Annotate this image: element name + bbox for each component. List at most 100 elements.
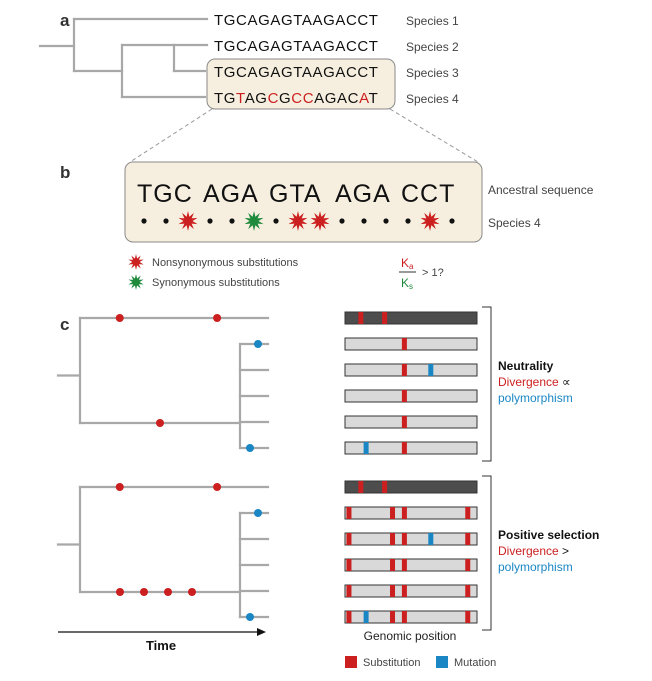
species-3-4-highlight [206,58,396,110]
genome-bar [344,441,478,455]
substitution-event [140,588,148,596]
species-3-label: Species 3 [406,66,459,80]
species-2-label: Species 2 [406,40,459,54]
sequence-segment: T [236,90,245,107]
scenario-title: Positive selection [498,528,599,542]
ancestral-genome [344,480,478,494]
substitution-mark [382,312,388,324]
site-dot [207,218,213,224]
mutation-mark [363,442,369,454]
panel-b-letter: b [60,163,70,182]
genome-bar [344,506,478,520]
site-dot [361,218,367,224]
site-dot [163,218,169,224]
substitution-mark [465,559,471,571]
species-3-sequence: TGCAGAGTAAGACCT [214,64,379,81]
codon-1: TGC [137,180,193,208]
genome-bar [344,389,478,403]
synonymous-star [244,211,264,231]
substitution-event [156,419,164,427]
scenario-line-1: Divergence > [498,544,569,558]
substitution-mark [465,533,471,545]
genome-legend: Substitution Mutation [345,656,496,669]
sequence-segment: C [268,90,279,107]
substitution-mark [401,585,407,597]
codon-3: GTA [269,180,322,208]
nonsynonymous-star-icon [128,254,144,270]
ratio-suffix: > 1? [422,267,444,279]
substitution-mark [346,559,352,571]
genome-bar [344,337,478,351]
genomic-position-label: Genomic position [364,629,457,643]
nonsynonymous-star [178,211,198,231]
species-4-sequence: TGTAGCGCCAGACAT [214,90,378,107]
mutation-event [246,444,254,452]
scenario-bracket [482,306,492,462]
species-4-label-b: Species 4 [488,216,541,230]
scenario-1: Neutrality Divergence ∝ polymorphism [56,306,573,462]
substitution-legend: Nonsynonymous substitutions Synonymous s… [128,254,299,290]
site-dot [339,218,345,224]
substitution-mark [401,390,407,402]
ancestral-sequence-label: Ancestral sequence [488,183,594,197]
species-4-sites [141,211,455,231]
substitution-event [116,588,124,596]
mutation-event [246,613,254,621]
site-dot [141,218,147,224]
mutation-mark [428,364,434,376]
scenario-tree [56,314,270,452]
scenario-bracket [482,475,492,631]
panel-c-letter: c [60,315,69,334]
substitution-mark [390,533,396,545]
species-2-sequence: TGCAGAGTAAGACCT [214,38,379,55]
sequence-segment: TG [214,90,236,107]
genome-bar [344,584,478,598]
ancestral-box [124,161,483,243]
nonsynonymous-star [288,211,308,231]
genome-bar [344,532,478,546]
sequence-segment: T [369,90,379,107]
svg-text:Ka: Ka [401,256,414,271]
sequence-segment: TGCAGAGTAAGACCT [214,38,379,55]
genome-bars [344,311,478,455]
genome-bar [344,415,478,429]
ks-sub: s [409,282,413,291]
scenario-tree [56,483,270,621]
substitution-mark [346,585,352,597]
substitution-mark [465,507,471,519]
substitution-swatch [345,656,357,668]
species-1-label: Species 1 [406,14,459,28]
sequence-segment: CC [291,90,314,107]
scenario-line-2: polymorphism [498,560,573,574]
substitution-mark [401,559,407,571]
sequence-segment: TGCAGAGTAAGACCT [214,12,379,29]
genome-bar [344,558,478,572]
nonsynonymous-label: Nonsynonymous substitutions [152,257,299,269]
substitution-mark [401,442,407,454]
substitution-mark [465,611,471,623]
substitution-mark [358,312,364,324]
substitution-event [115,314,124,322]
substitution-mark [465,585,471,597]
genome-bar [344,610,478,624]
sequence-segment: G [279,90,291,107]
substitution-mark [390,611,396,623]
sequence-segment: AGAC [314,90,359,107]
codon-5: CCT [401,180,455,208]
substitution-mark [401,611,407,623]
nonsynonymous-star [310,211,330,231]
substitution-mark [390,507,396,519]
mutation-legend-label: Mutation [454,657,496,669]
substitution-mark [346,611,352,623]
substitution-mark [358,481,364,493]
species-1-sequence: TGCAGAGTAAGACCT [214,12,379,29]
scenario-line-2: polymorphism [498,391,573,405]
mutation-event [254,340,262,348]
ks-k: K [401,276,409,290]
synonymous-label: Synonymous substitutions [152,277,280,289]
species-sequences: TGCAGAGTAAGACCT Species 1 TGCAGAGTAAGACCT S… [214,12,459,107]
svg-text:Ks: Ks [401,276,413,291]
mutation-swatch [436,656,448,668]
substitution-legend-label: Substitution [363,657,420,669]
